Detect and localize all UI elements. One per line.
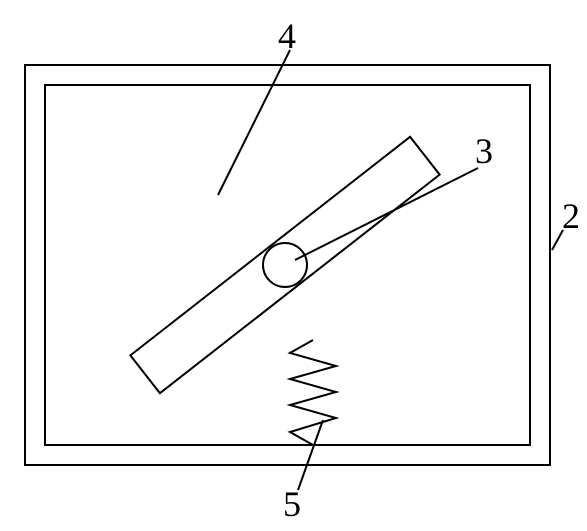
label-5: 5 [283,483,301,525]
diagram-svg [0,0,587,531]
label-2: 2 [562,195,580,237]
label-3: 3 [475,130,493,172]
leader-5 [298,420,323,490]
diagram-canvas: 4 3 2 5 [0,0,587,531]
pivot-circle [263,243,307,287]
spring [290,340,336,445]
leader-4 [218,50,290,195]
label-4: 4 [278,15,296,57]
